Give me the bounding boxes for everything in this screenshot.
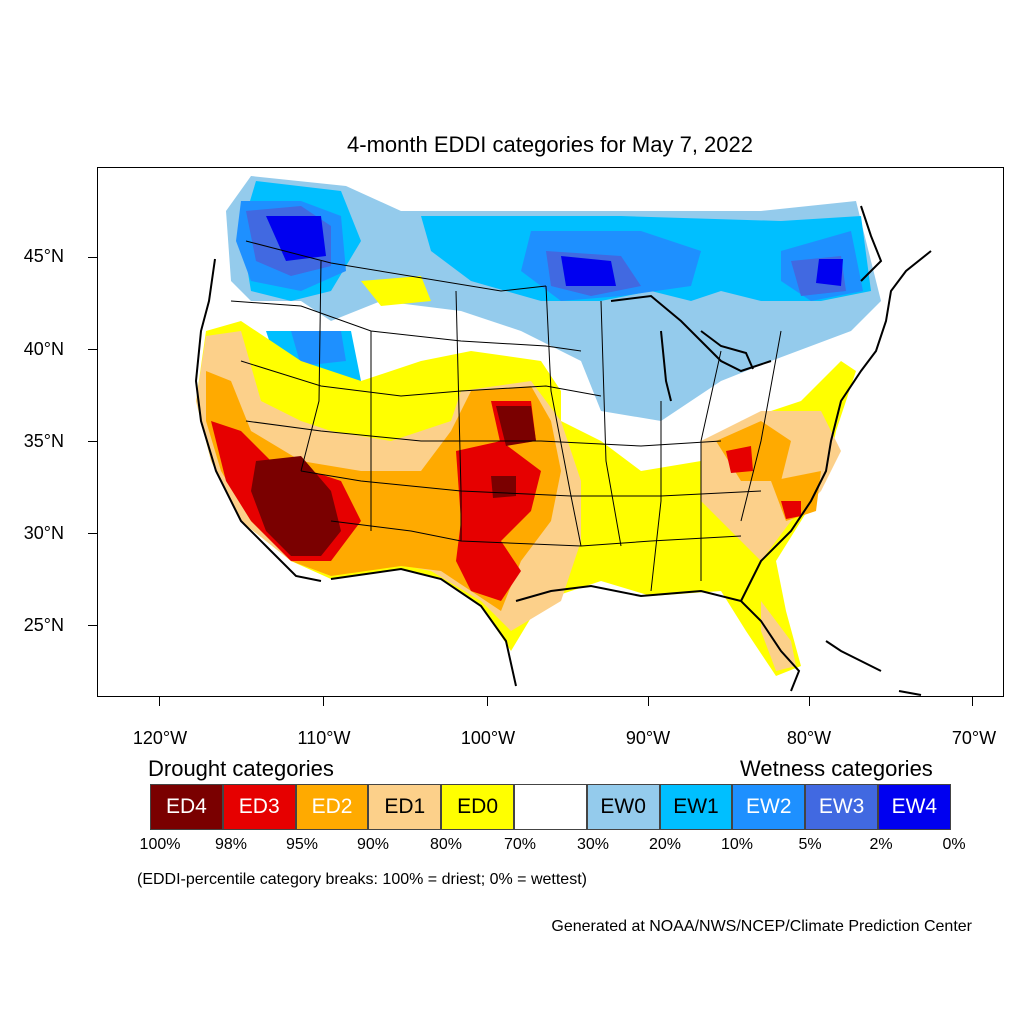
eddi-map bbox=[97, 167, 1004, 697]
break-label: 80% bbox=[429, 836, 463, 853]
legend-box-ed0: ED0 bbox=[441, 784, 514, 830]
legend-label-ed3: ED3 bbox=[238, 795, 280, 818]
break-label: 5% bbox=[798, 836, 822, 853]
lon-tick-110 bbox=[323, 697, 324, 706]
legend-box-ed4: ED4 bbox=[150, 784, 223, 830]
legend-box-ew1: EW1 bbox=[659, 784, 733, 830]
category-breaks-note: (EDDI-percentile category breaks: 100% =… bbox=[137, 871, 587, 888]
lat-tick-30 bbox=[88, 533, 97, 534]
legend-box-ed3: ED3 bbox=[222, 784, 296, 830]
wetness-ew3-zone bbox=[246, 206, 846, 296]
drought-ed3-zone bbox=[211, 401, 801, 601]
break-label: 20% bbox=[648, 836, 682, 853]
lon-tick-100 bbox=[487, 697, 488, 706]
lat-label-35: 35°N bbox=[23, 431, 64, 451]
credit-line: Generated at NOAA/NWS/NCEP/Climate Predi… bbox=[551, 918, 972, 935]
break-label: 2% bbox=[869, 836, 893, 853]
break-label: 98% bbox=[214, 836, 248, 853]
coastlines bbox=[194, 205, 932, 696]
lon-tick-90 bbox=[648, 697, 649, 706]
legend-label-ed0: ED0 bbox=[457, 795, 499, 818]
legend-label-ed1: ED1 bbox=[384, 795, 426, 818]
legend-label-ew4: EW4 bbox=[891, 795, 938, 818]
lat-label-40: 40°N bbox=[23, 339, 64, 359]
legend-label-ed4: ED4 bbox=[165, 795, 207, 818]
category-legend: ED4 ED3 ED2 ED1 ED0 EW0 EW1 EW2 EW3 EW4 bbox=[150, 784, 951, 830]
lon-label-100: 100°W bbox=[460, 728, 516, 748]
lat-label-25: 25°N bbox=[23, 615, 64, 635]
break-label: 95% bbox=[285, 836, 319, 853]
legend-box-ew3: EW3 bbox=[805, 784, 878, 830]
lon-tick-70 bbox=[972, 697, 973, 706]
map-title: 4-month EDDI categories for May 7, 2022 bbox=[347, 132, 753, 157]
lon-label-110: 110°W bbox=[297, 728, 351, 748]
legend-label-ew1: EW1 bbox=[673, 795, 719, 818]
lon-label-70: 70°W bbox=[951, 728, 997, 748]
legend-label-ew3: EW3 bbox=[818, 795, 865, 818]
break-label: 10% bbox=[720, 836, 754, 853]
legend-box-ew0: EW0 bbox=[586, 784, 660, 830]
legend-box-ed2: ED2 bbox=[295, 784, 369, 830]
break-label: 0% bbox=[942, 836, 966, 853]
drought-ed4-zone bbox=[251, 406, 536, 556]
legend-label-ew2: EW2 bbox=[746, 795, 792, 818]
lon-label-90: 90°W bbox=[625, 728, 671, 748]
wetness-ew2-zone bbox=[236, 201, 863, 366]
lon-label-80: 80°W bbox=[786, 728, 832, 748]
lat-tick-45 bbox=[88, 257, 97, 258]
lat-tick-40 bbox=[88, 349, 97, 350]
lat-tick-25 bbox=[88, 625, 97, 626]
drought-categories-heading: Drought categories bbox=[148, 756, 334, 781]
wetness-categories-heading: Wetness categories bbox=[740, 756, 933, 781]
state-boundaries bbox=[230, 240, 782, 592]
lat-label-45: 45°N bbox=[23, 246, 64, 266]
break-label: 90% bbox=[356, 836, 390, 853]
lon-tick-120 bbox=[159, 697, 160, 706]
break-label: 100% bbox=[139, 836, 181, 853]
lon-label-120: 120°W bbox=[132, 728, 188, 748]
eddi-map-canvas bbox=[194, 176, 932, 696]
legend-box-ew2: EW2 bbox=[732, 784, 806, 830]
legend-box-ew4: EW4 bbox=[877, 784, 951, 830]
legend-label-ed2: ED2 bbox=[311, 795, 353, 818]
lat-label-30: 30°N bbox=[23, 523, 64, 543]
legend-box-ed1: ED1 bbox=[368, 784, 442, 830]
break-label: 30% bbox=[576, 836, 610, 853]
legend-label-ew0: EW0 bbox=[600, 795, 646, 818]
lat-tick-35 bbox=[88, 441, 97, 442]
lon-tick-80 bbox=[809, 697, 810, 706]
break-label: 70% bbox=[503, 836, 537, 853]
legend-box-neutral bbox=[513, 784, 587, 830]
